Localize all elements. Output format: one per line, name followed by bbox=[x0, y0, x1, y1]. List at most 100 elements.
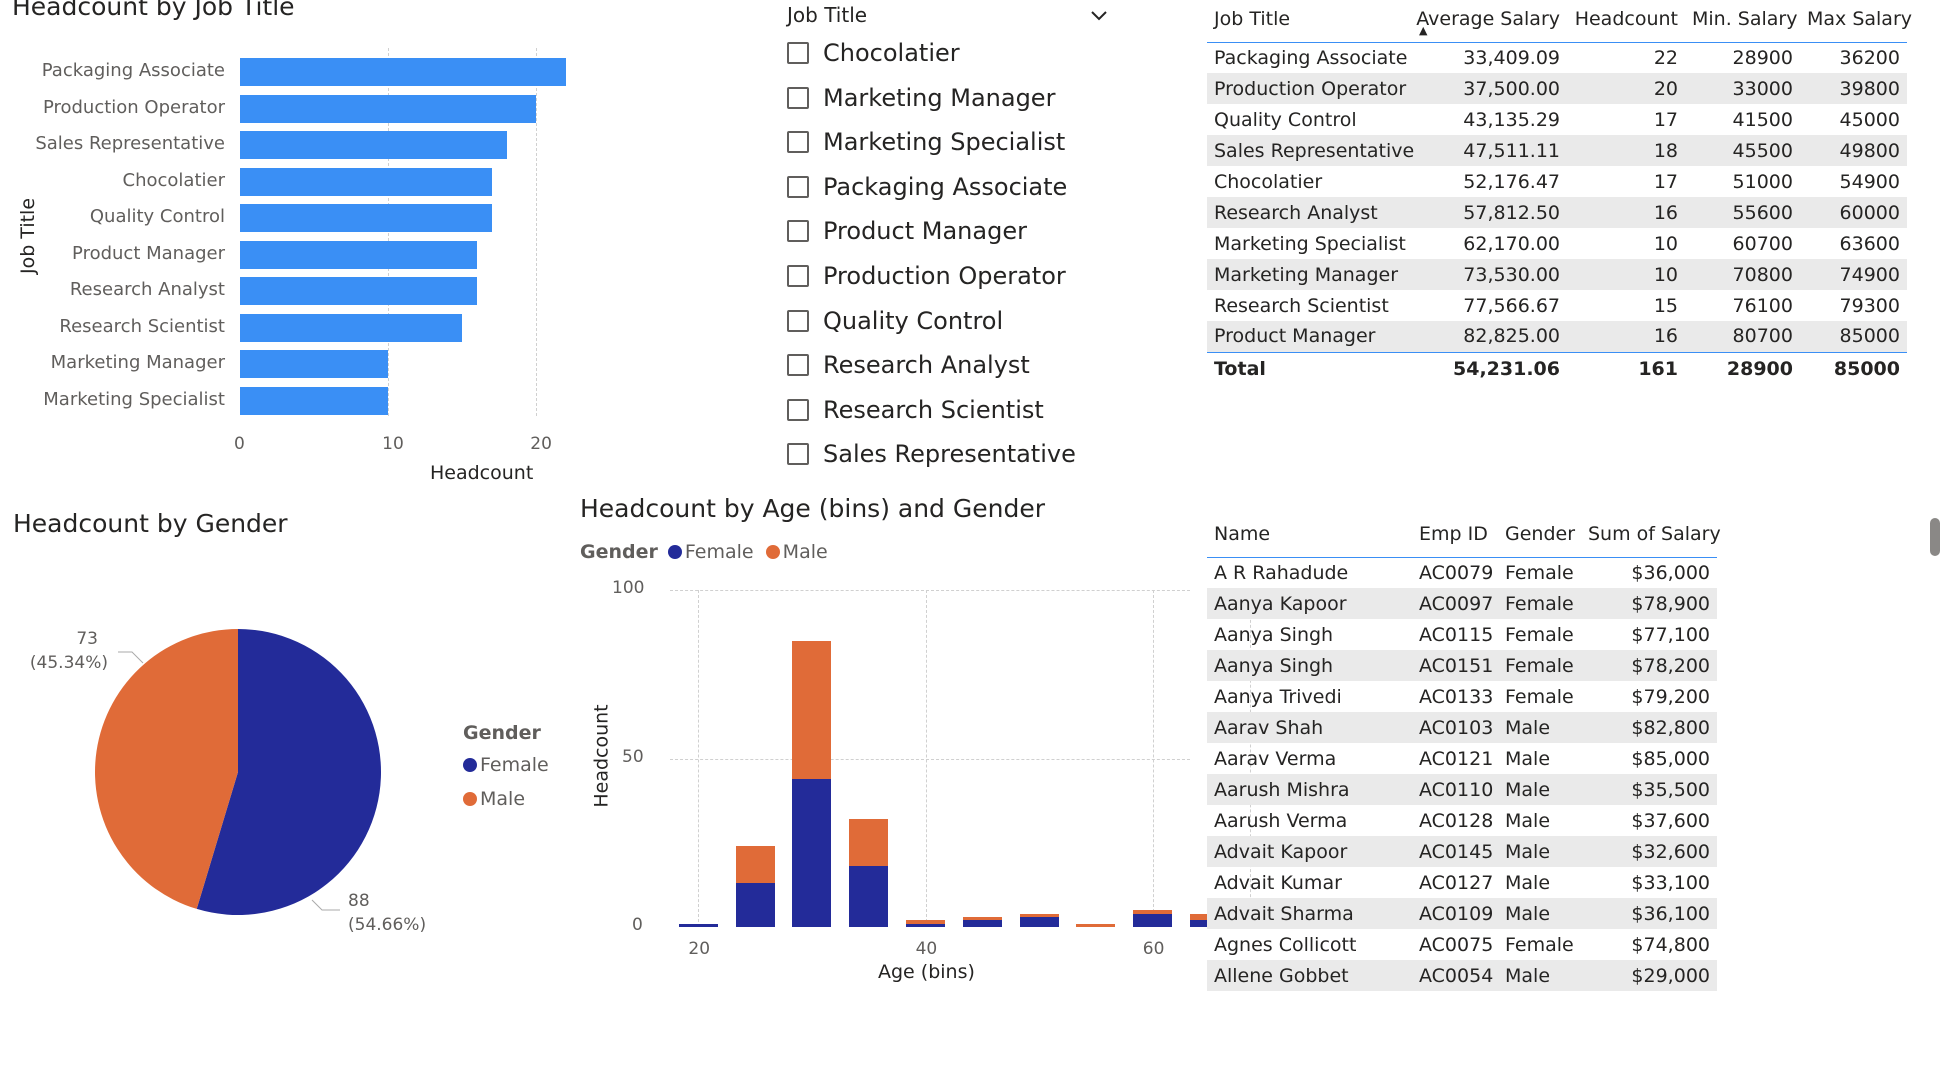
employee-table-column-header[interactable]: Emp ID bbox=[1412, 511, 1498, 558]
age-bar-male[interactable] bbox=[1076, 923, 1116, 927]
female-color-icon bbox=[667, 545, 682, 559]
salary-table-column-header[interactable]: Job Title bbox=[1207, 0, 1407, 43]
bar-chart-bar[interactable] bbox=[240, 131, 507, 159]
slicer-item[interactable]: Packaging Associate bbox=[787, 169, 1067, 205]
slicer-checkbox[interactable] bbox=[787, 398, 809, 421]
slicer-checkbox[interactable] bbox=[787, 354, 809, 377]
pie-legend-male[interactable]: Male bbox=[463, 788, 549, 810]
age-chart-y-tick: 50 bbox=[622, 746, 644, 767]
age-bar-female[interactable] bbox=[678, 923, 718, 927]
salary-table-row[interactable]: Production Operator 37,500.00 20 33000 39800 bbox=[1207, 73, 1907, 104]
pie-slice-male[interactable] bbox=[95, 629, 238, 909]
salary-table-cell: Research Analyst bbox=[1207, 197, 1407, 228]
age-bar-male[interactable] bbox=[735, 846, 775, 884]
age-bar-female[interactable] bbox=[962, 920, 1002, 927]
age-bar-female[interactable] bbox=[1133, 913, 1173, 927]
slicer-item[interactable]: Chocolatier bbox=[787, 35, 960, 71]
employee-table-cell: AC0127 bbox=[1419, 871, 1494, 894]
bar-chart-bar[interactable] bbox=[240, 58, 566, 86]
salary-table-row[interactable]: Chocolatier 52,176.47 17 51000 54900 bbox=[1207, 166, 1907, 197]
bar-chart-bar[interactable] bbox=[240, 313, 463, 342]
age-chart-gridline bbox=[670, 590, 1190, 591]
employee-table-cell: AC0133 bbox=[1419, 685, 1494, 708]
age-bar-female[interactable] bbox=[906, 923, 946, 927]
employee-table-cell: Male bbox=[1498, 960, 1581, 991]
sort-ascending-icon[interactable]: ▲ bbox=[1419, 24, 1428, 37]
salary-table-row[interactable]: Research Analyst 57,812.50 16 55600 60000 bbox=[1207, 197, 1907, 228]
bar-chart-bar[interactable] bbox=[240, 350, 389, 378]
page-scrollbar-thumb[interactable] bbox=[1930, 518, 1940, 556]
employee-table-column-header[interactable]: Sum of Salary bbox=[1581, 511, 1721, 558]
slicer-item[interactable]: Production Operator bbox=[787, 258, 1066, 294]
age-bar-female[interactable] bbox=[1019, 916, 1059, 927]
age-bar-male[interactable] bbox=[792, 640, 832, 779]
employee-table-row[interactable]: A R Rahadude AC0079 Female $36,000 bbox=[1207, 557, 1717, 588]
age-bar-male[interactable] bbox=[962, 916, 1002, 921]
slicer-item[interactable]: Marketing Specialist bbox=[787, 124, 1065, 160]
slicer-checkbox[interactable] bbox=[787, 131, 809, 154]
slicer-checkbox[interactable] bbox=[787, 86, 809, 109]
salary-table-row[interactable]: Marketing Specialist 62,170.00 10 60700 6360… bbox=[1207, 228, 1907, 259]
employee-table-row[interactable]: Aarav Shah AC0103 Male $82,800 bbox=[1207, 712, 1717, 743]
salary-table-column-header[interactable]: Max Salary bbox=[1800, 0, 1912, 43]
salary-table-row[interactable]: Marketing Manager 73,530.00 10 70800 74900 bbox=[1207, 259, 1907, 290]
slicer-checkbox[interactable] bbox=[787, 309, 809, 332]
employee-table-row[interactable]: Allene Gobbet AC0054 Male $29,000 bbox=[1207, 960, 1717, 991]
bar-chart-bar[interactable] bbox=[240, 167, 492, 196]
age-bar-female[interactable] bbox=[849, 866, 889, 927]
bar-chart-bar[interactable] bbox=[240, 277, 478, 305]
bar-chart-bar[interactable] bbox=[240, 94, 537, 123]
slicer-item[interactable]: Marketing Manager bbox=[787, 80, 1055, 116]
employee-table-row[interactable]: Advait Kumar AC0127 Male $33,100 bbox=[1207, 867, 1717, 898]
salary-table-column-header[interactable]: Min. Salary bbox=[1685, 0, 1800, 43]
employee-table-row[interactable]: Aarush Mishra AC0110 Male $35,500 bbox=[1207, 774, 1717, 805]
age-legend-male[interactable]: Male bbox=[765, 541, 828, 563]
slicer-checkbox[interactable] bbox=[787, 265, 809, 287]
slicer-item[interactable]: Research Analyst bbox=[787, 347, 1030, 383]
pie-legend-female[interactable]: Female bbox=[463, 754, 549, 776]
employee-table-row[interactable]: Aanya Singh AC0115 Female $77,100 bbox=[1207, 619, 1717, 650]
salary-table-cell: 73,530.00 bbox=[1407, 259, 1567, 290]
slicer-checkbox[interactable] bbox=[787, 220, 809, 243]
bar-chart-bar[interactable] bbox=[240, 386, 389, 415]
employee-table-row[interactable]: Aarav Verma AC0121 Male $85,000 bbox=[1207, 743, 1717, 774]
employee-table-row[interactable]: Agnes Collicott AC0075 Female $74,800 bbox=[1207, 929, 1717, 960]
age-legend-female[interactable]: Female bbox=[667, 541, 754, 563]
bar-chart-bar[interactable] bbox=[240, 240, 478, 269]
slicer-checkbox[interactable] bbox=[787, 42, 809, 64]
slicer-checkbox[interactable] bbox=[787, 175, 809, 198]
salary-table-cell: 17 bbox=[1653, 170, 1678, 193]
salary-table-column-header[interactable]: Average Salary bbox=[1407, 0, 1567, 43]
salary-table-row[interactable]: Packaging Associate 33,409.09 22 28900 36200 bbox=[1207, 42, 1907, 73]
employee-table-cell: Male bbox=[1498, 898, 1581, 929]
employee-table-row[interactable]: Aarush Verma AC0128 Male $37,600 bbox=[1207, 805, 1717, 836]
salary-table-row[interactable]: Quality Control 43,135.29 17 41500 45000 bbox=[1207, 104, 1907, 135]
employee-table-row[interactable]: Aanya Kapoor AC0097 Female $78,900 bbox=[1207, 588, 1717, 619]
bar-chart-gridline bbox=[536, 48, 538, 416]
age-bar-male[interactable] bbox=[1019, 913, 1059, 917]
slicer-item[interactable]: Product Manager bbox=[787, 213, 1027, 249]
slicer-checkbox[interactable] bbox=[787, 443, 809, 466]
employee-table-row[interactable]: Advait Kapoor AC0145 Male $32,600 bbox=[1207, 836, 1717, 867]
salary-table-row[interactable]: Sales Representative 47,511.11 18 45500 4980… bbox=[1207, 135, 1907, 166]
pie-slice-female[interactable] bbox=[196, 629, 381, 915]
employee-table-column-header[interactable]: Name bbox=[1207, 511, 1412, 558]
age-bar-male[interactable] bbox=[849, 819, 889, 867]
employee-table-cell: AC0128 bbox=[1419, 809, 1494, 832]
salary-table-row[interactable]: Research Scientist 77,566.67 15 76100 79300 bbox=[1207, 290, 1907, 321]
slicer-item[interactable]: Quality Control bbox=[787, 303, 1003, 339]
bar-chart-bar[interactable] bbox=[240, 204, 492, 232]
age-bar-male[interactable] bbox=[906, 920, 946, 924]
slicer-item[interactable]: Sales Representative bbox=[787, 436, 1076, 472]
employee-table-column-header[interactable]: Gender bbox=[1498, 511, 1581, 558]
employee-table-row[interactable]: Aanya Trivedi AC0133 Female $79,200 bbox=[1207, 681, 1717, 712]
employee-table-row[interactable]: Advait Sharma AC0109 Male $36,100 bbox=[1207, 898, 1717, 929]
salary-table-column-header[interactable]: Headcount bbox=[1567, 0, 1685, 43]
age-bar-female[interactable] bbox=[735, 883, 775, 927]
slicer-chevron-down-icon[interactable] bbox=[1088, 4, 1110, 26]
age-bar-male[interactable] bbox=[1133, 910, 1173, 914]
salary-table-row[interactable]: Product Manager 82,825.00 16 80700 85000 bbox=[1207, 321, 1907, 352]
age-bar-female[interactable] bbox=[792, 778, 832, 927]
slicer-item[interactable]: Research Scientist bbox=[787, 392, 1044, 428]
employee-table-row[interactable]: Aanya Singh AC0151 Female $78,200 bbox=[1207, 650, 1717, 681]
